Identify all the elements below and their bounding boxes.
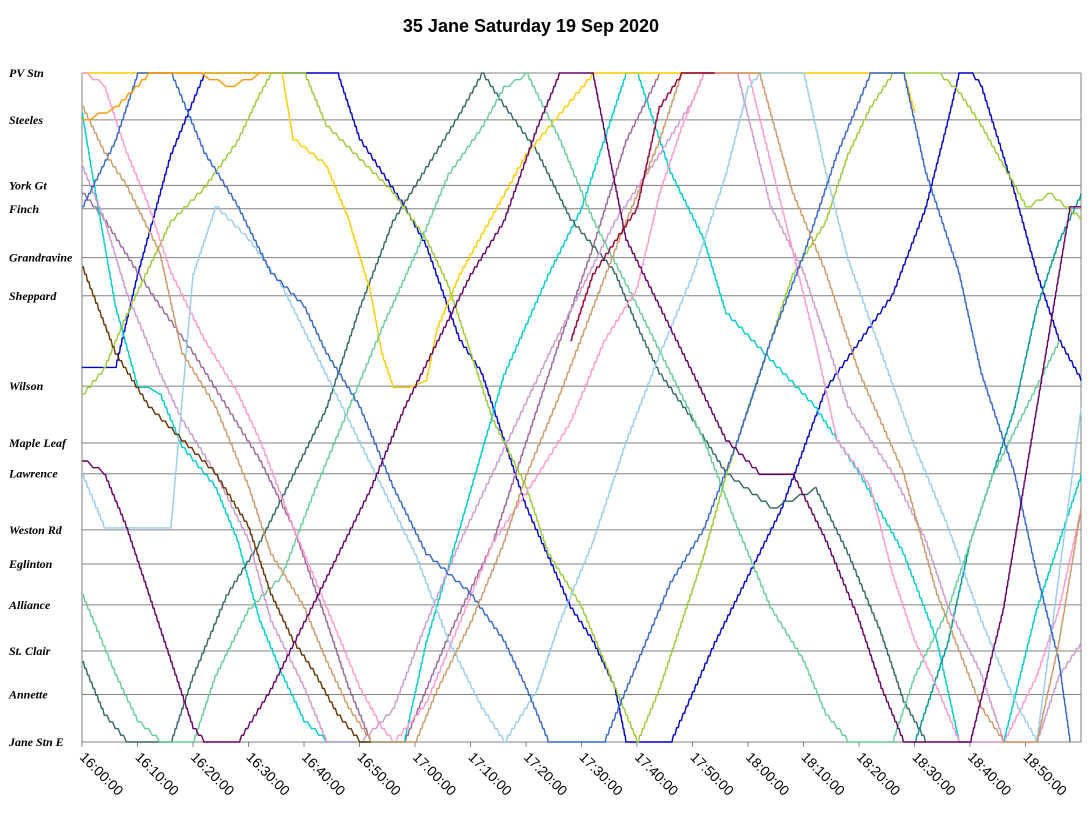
stop-label: Annette: [8, 688, 48, 702]
time-tick-label: 18:00:00: [743, 749, 793, 799]
vehicle-trajectory-run-10: [82, 72, 1082, 743]
vehicle-trajectory-run-6: [82, 72, 916, 389]
time-tick-label: 17:30:00: [576, 749, 626, 799]
stop-labels: PV Stn Steeles York Gt Finch Grandravine Shep…: [8, 66, 73, 749]
vehicle-trajectory-run-11: [82, 72, 1082, 743]
time-tick-label: 16:30:00: [243, 749, 293, 799]
stop-label: Weston Rd: [9, 523, 63, 537]
stop-label: PV Stn: [9, 66, 44, 80]
vehicle-trajectory-run-14: [82, 266, 371, 743]
vehicle-trajectory-run-12: [82, 72, 1071, 743]
stop-label: Sheppard: [9, 289, 57, 303]
time-tick-label: 16:40:00: [299, 749, 349, 799]
time-tick-label: 16:20:00: [188, 749, 238, 799]
stop-label: Lawrence: [8, 467, 58, 481]
time-tick-label: 17:50:00: [687, 749, 737, 799]
time-tick-label: 17:20:00: [521, 749, 571, 799]
stop-label: St. Clair: [9, 644, 51, 658]
time-tick-label: 16:50:00: [354, 749, 404, 799]
time-tick-label: 18:30:00: [909, 749, 959, 799]
grid-layer: [81, 72, 1082, 747]
stop-label: Grandravine: [9, 251, 73, 265]
stop-label: Finch: [8, 202, 39, 216]
stop-label: Maple Leaf: [8, 436, 67, 450]
vehicle-trajectory-run-13: [82, 72, 1082, 743]
time-tick-label: 18:50:00: [1020, 749, 1070, 799]
time-tick-label: 17:10:00: [465, 749, 515, 799]
vehicle-trajectory-run-4: [82, 72, 927, 743]
vehicle-trajectory-run-2: [82, 72, 660, 743]
vehicle-trajectory-run-9: [82, 72, 1082, 743]
vehicle-trajectory-run-8: [82, 72, 1060, 743]
stop-label: Alliance: [8, 598, 51, 612]
vehicle-trajectory-run-17: [570, 72, 715, 342]
time-tick-label: 18:20:00: [854, 749, 904, 799]
time-tick-label: 17:40:00: [632, 749, 682, 799]
time-tick-label: 18:10:00: [798, 749, 848, 799]
stop-label: Jane Stn E: [8, 735, 64, 749]
time-tick-label: 16:10:00: [132, 749, 182, 799]
vehicle-trajectory-run-16: [82, 72, 261, 121]
series-layer: [81, 72, 1082, 743]
stop-label: Eglinton: [8, 557, 53, 571]
time-tick-label: 17:00:00: [410, 749, 460, 799]
stop-label: Wilson: [9, 379, 44, 393]
time-labels: 16:00:00 16:10:00 16:20:00 16:30:00 16:40:00…: [77, 749, 1070, 799]
stop-label: York Gt: [9, 178, 47, 192]
time-tick-label: 16:00:00: [77, 749, 127, 799]
vehicle-trajectory-run-15: [82, 72, 1081, 743]
stop-label: Steeles: [9, 113, 43, 127]
time-tick-label: 18:40:00: [965, 749, 1015, 799]
chart-title: 35 Jane Saturday 19 Sep 2020: [402, 16, 660, 36]
